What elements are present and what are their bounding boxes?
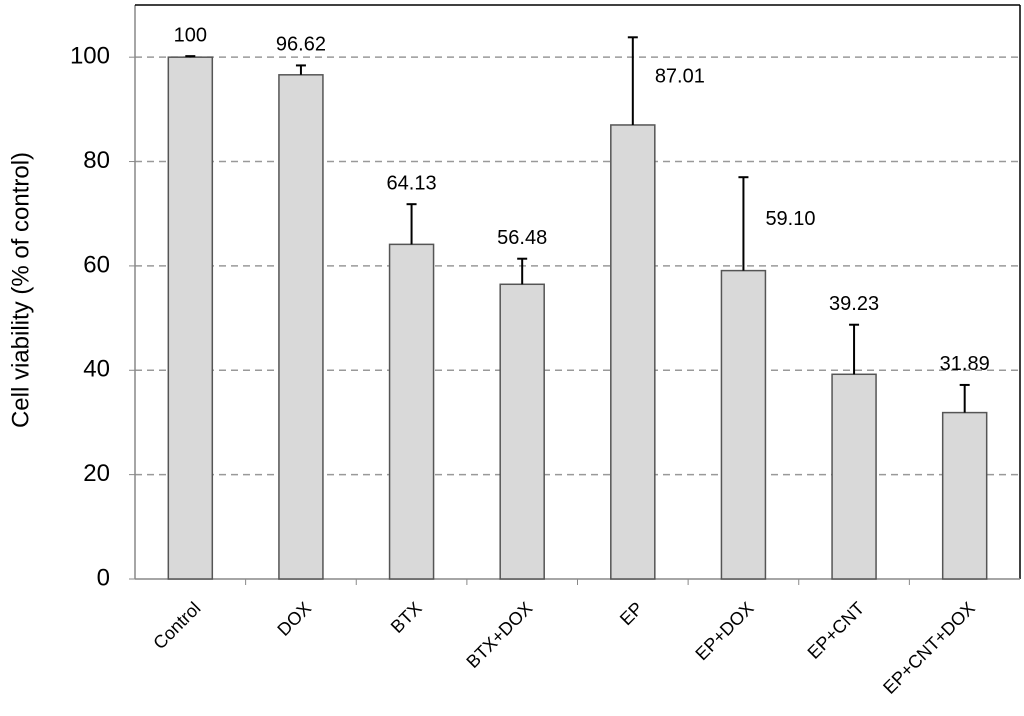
bar — [499, 283, 545, 580]
value-label: 31.89 — [940, 353, 990, 375]
x-tick-label: BTX — [387, 598, 426, 637]
value-label: 96.62 — [276, 34, 326, 56]
bar — [831, 373, 877, 580]
x-tick-label: EP+DOX — [691, 598, 757, 664]
value-label: 59.10 — [765, 208, 815, 230]
y-axis-label: Cell viability (% of control) — [7, 152, 34, 428]
bar — [167, 56, 214, 580]
bar — [610, 124, 656, 580]
value-label: 87.01 — [655, 65, 705, 87]
y-tick-label: 40 — [83, 356, 110, 383]
y-tick-label: 60 — [83, 251, 110, 278]
x-tick-label: EP+CNT+DOX — [879, 598, 979, 698]
y-tick-label: 20 — [83, 460, 110, 487]
x-tick-label: DOX — [273, 598, 315, 640]
x-tick-label: EP+CNT — [804, 598, 869, 663]
x-tick-label: EP — [616, 598, 647, 629]
value-label: 39.23 — [829, 293, 879, 315]
value-label: 64.13 — [387, 172, 437, 194]
bar — [278, 74, 324, 580]
y-tick-label: 0 — [97, 564, 110, 591]
bar — [388, 243, 435, 580]
bar — [941, 411, 988, 580]
bar — [720, 269, 767, 580]
x-tick-label: Control — [149, 598, 204, 653]
y-tick-label: 80 — [83, 147, 110, 174]
y-tick-label: 100 — [70, 43, 110, 70]
value-label: 100 — [174, 24, 207, 46]
x-tick-label: BTX+DOX — [462, 598, 536, 672]
value-label: 56.48 — [497, 227, 547, 249]
